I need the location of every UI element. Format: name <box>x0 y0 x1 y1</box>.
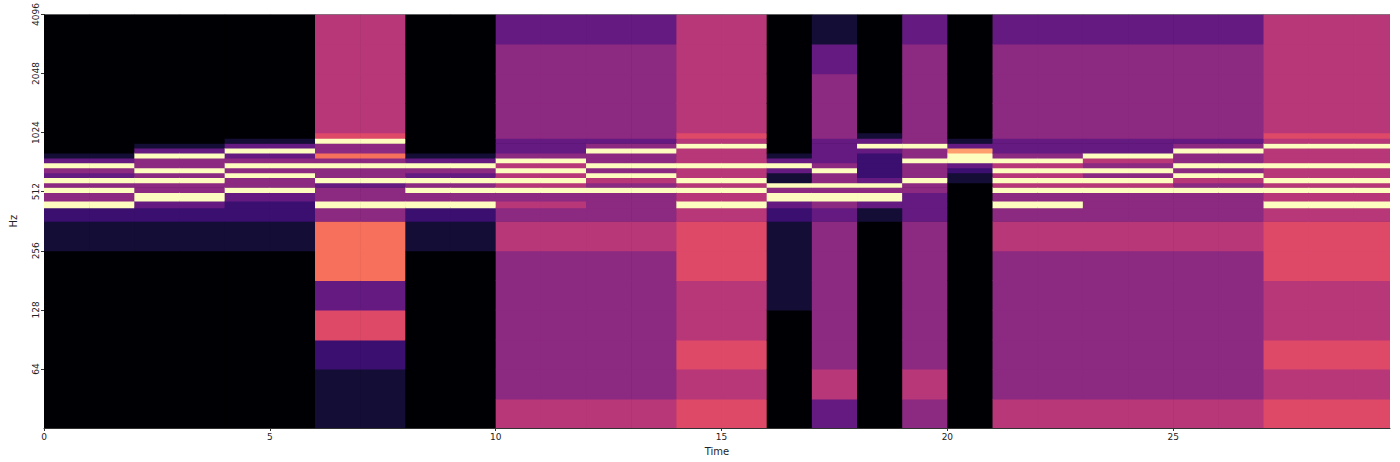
svg-text:128: 128 <box>31 301 41 318</box>
svg-text:0: 0 <box>41 432 47 442</box>
svg-text:10: 10 <box>490 432 502 442</box>
svg-text:Hz: Hz <box>8 215 19 228</box>
svg-text:256: 256 <box>31 242 41 259</box>
svg-text:15: 15 <box>716 432 727 442</box>
svg-text:4096: 4096 <box>31 3 41 26</box>
svg-text:1024: 1024 <box>31 121 41 144</box>
svg-text:512: 512 <box>31 183 41 200</box>
svg-text:64: 64 <box>31 363 41 375</box>
svg-text:20: 20 <box>942 432 954 442</box>
svg-text:Time: Time <box>704 446 729 457</box>
svg-text:2048: 2048 <box>31 62 41 85</box>
svg-text:25: 25 <box>1167 432 1178 442</box>
svg-text:5: 5 <box>267 432 273 442</box>
